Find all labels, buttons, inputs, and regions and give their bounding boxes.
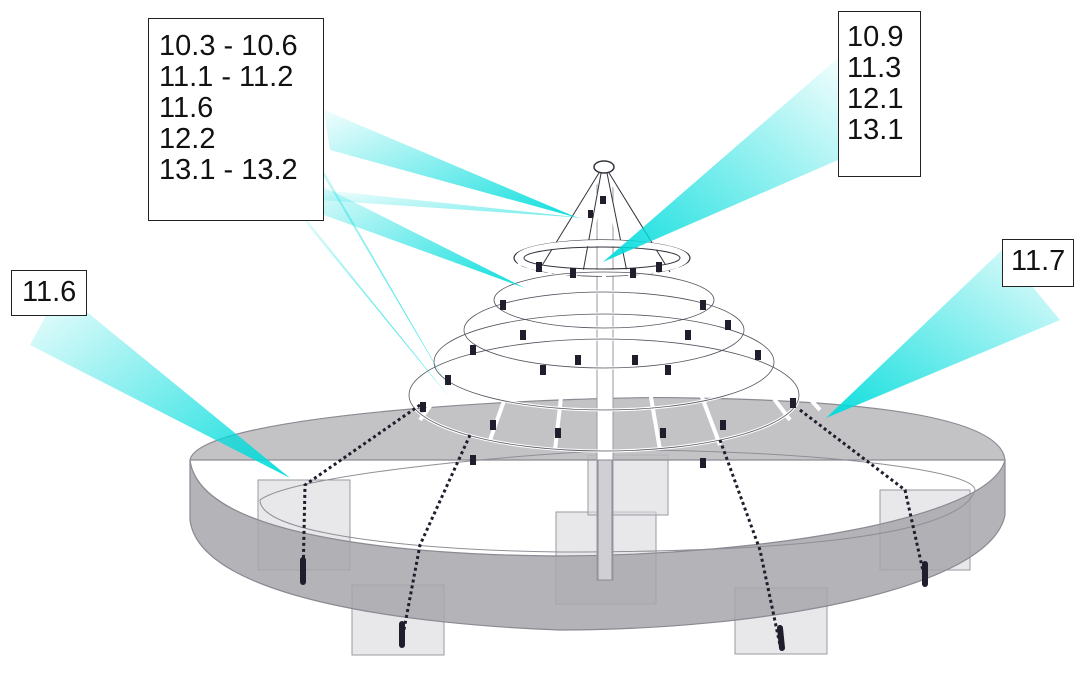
callout-box-left-top: 10.3 - 10.6 11.1 - 11.2 11.6 12.2 13.1 -… xyxy=(148,18,324,221)
beam-right-top xyxy=(603,58,838,262)
mast-lower-dark xyxy=(597,459,613,581)
platform-inner-outline xyxy=(259,449,976,553)
callout-line: 11.7 xyxy=(1011,245,1066,277)
callout-line: 12.1 xyxy=(847,83,904,115)
callout-line: 13.1 xyxy=(847,114,904,146)
callout-line: 11.6 xyxy=(22,276,77,308)
callout-box-right: 11.7 xyxy=(1002,239,1074,287)
callout-line: 11.1 - 11.2 xyxy=(159,61,294,93)
beam-left-top-5 xyxy=(320,190,585,218)
beam-right xyxy=(826,250,1060,418)
beam-left-top-1 xyxy=(324,110,578,218)
upper-ring-inner xyxy=(523,246,681,270)
callout-line: 11.3 xyxy=(847,52,902,84)
net-clamps xyxy=(420,196,796,468)
callout-line: 13.1 - 13.2 xyxy=(159,154,298,186)
callout-box-right-top: 10.9 11.3 12.1 13.1 xyxy=(838,11,921,177)
beam-left-top-4 xyxy=(295,205,450,398)
cone-ropes-outline xyxy=(537,167,671,273)
platform-side xyxy=(189,459,1006,631)
callout-line: 12.2 xyxy=(159,123,216,155)
anchor-ropes xyxy=(301,403,927,646)
cone-ropes xyxy=(537,166,671,274)
beam-left-top-3 xyxy=(310,180,525,288)
beam-left xyxy=(30,290,290,478)
callout-box-left: 11.6 xyxy=(11,270,87,316)
net-rings-outline xyxy=(408,271,800,452)
top-cap xyxy=(593,160,615,174)
anchor-rods xyxy=(300,557,928,651)
callout-line: 10.9 xyxy=(847,21,904,53)
callout-line: 11.6 xyxy=(159,92,214,124)
callout-line: 10.3 - 10.6 xyxy=(159,30,298,62)
